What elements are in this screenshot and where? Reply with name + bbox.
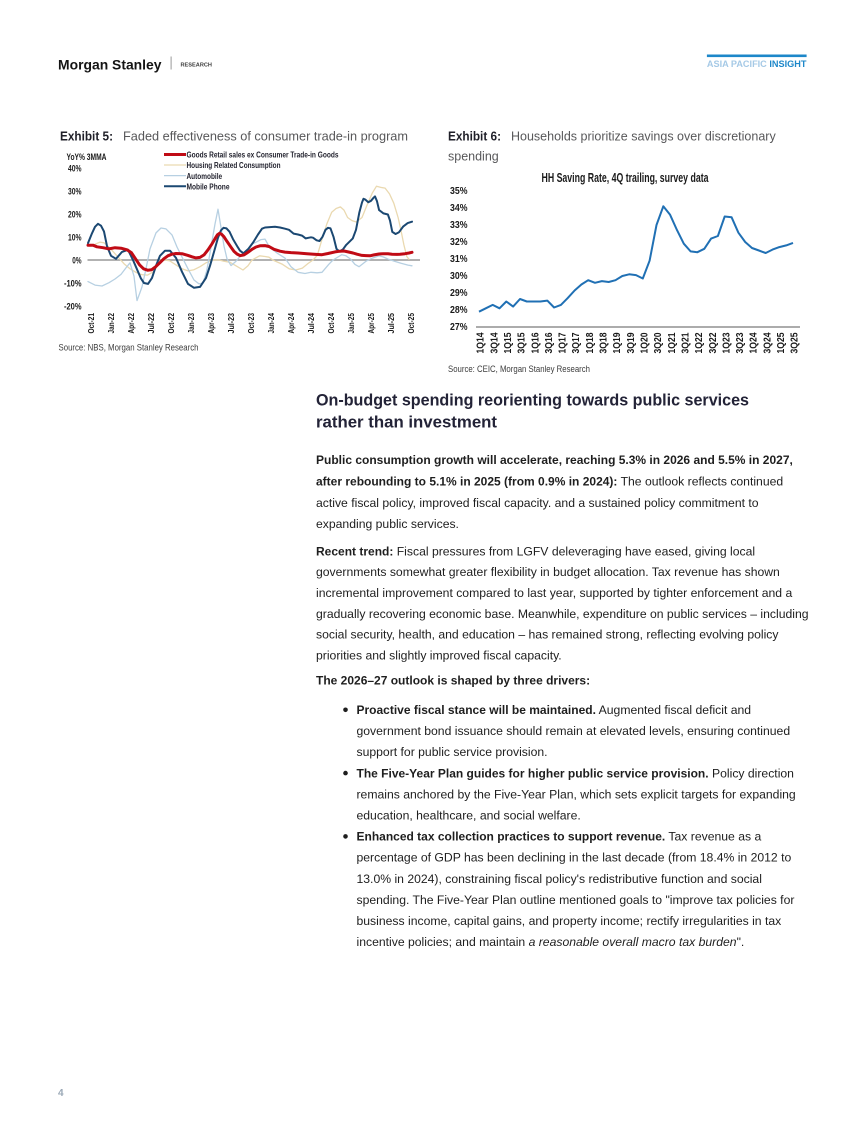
svg-text:3Q17: 3Q17: [571, 332, 582, 353]
svg-text:10%: 10%: [68, 232, 82, 242]
svg-text:Jul-24: Jul-24: [307, 313, 316, 334]
svg-text:Jul-25: Jul-25: [387, 313, 396, 334]
svg-text:Source: CEIC, Morgan Stanley R: Source: CEIC, Morgan Stanley Research: [448, 364, 590, 374]
svg-text:government bond issuance shoul: government bond issuance should remain a…: [357, 724, 791, 738]
svg-text:1Q20: 1Q20: [640, 332, 651, 353]
svg-text:Households prioritize savings: Households prioritize savings over discr…: [511, 129, 776, 143]
svg-text:Proactive fiscal stance will b: Proactive fiscal stance will be maintain…: [357, 703, 752, 717]
svg-text:Oct-24: Oct-24: [327, 313, 336, 334]
svg-text:33%: 33%: [450, 219, 468, 231]
svg-text:active fiscal policy, improved: active fiscal policy, improved fiscal ca…: [316, 496, 759, 510]
svg-text:ASIA PACIFIC INSIGHT: ASIA PACIFIC INSIGHT: [707, 59, 807, 69]
svg-text:support for public service pro: support for public service provision.: [357, 745, 548, 759]
svg-text:after rebounding to 5.1% in 20: after rebounding to 5.1% in 2025 (from 0…: [316, 474, 783, 488]
svg-text:rather than investment: rather than investment: [316, 413, 497, 432]
svg-text:0%: 0%: [72, 255, 81, 265]
svg-text:Faded effectiveness of consume: Faded effectiveness of consumer trade-in…: [123, 129, 408, 143]
svg-text:RESEARCH: RESEARCH: [181, 63, 213, 69]
svg-text:13.0% in 2024), constraining f: 13.0% in 2024), constraining fiscal poli…: [357, 872, 762, 886]
svg-text:incentive policies; and mainta: incentive policies; and maintain a reaso…: [357, 935, 745, 949]
svg-text:1Q25: 1Q25: [776, 332, 787, 353]
svg-text:3Q15: 3Q15: [517, 332, 528, 353]
svg-text:percentage of GDP has been dec: percentage of GDP has been declining in …: [357, 851, 792, 865]
svg-text:32%: 32%: [450, 236, 468, 248]
svg-text:3Q20: 3Q20: [653, 332, 664, 353]
svg-text:3Q25: 3Q25: [790, 332, 801, 353]
svg-text:Apr-24: Apr-24: [287, 313, 296, 334]
svg-text:30%: 30%: [450, 270, 468, 282]
svg-text:The Five-Year Plan guides for: The Five-Year Plan guides for higher pub…: [357, 766, 794, 780]
svg-text:40%: 40%: [68, 163, 82, 173]
svg-text:3Q18: 3Q18: [599, 332, 610, 353]
svg-text:-10%: -10%: [64, 278, 82, 288]
svg-text:4: 4: [58, 1088, 64, 1099]
svg-text:3Q21: 3Q21: [681, 332, 692, 353]
svg-text:On-budget spending reorienting: On-budget spending reorienting towards p…: [316, 390, 749, 409]
svg-text:Oct-25: Oct-25: [407, 313, 416, 334]
svg-text:35%: 35%: [450, 185, 468, 197]
svg-text:3Q22: 3Q22: [708, 332, 719, 353]
svg-text:business income, capital gains: business income, capital gains, and prop…: [357, 914, 782, 928]
svg-text:Apr-23: Apr-23: [207, 313, 216, 334]
svg-text:1Q24: 1Q24: [749, 332, 760, 353]
svg-text:Automobile: Automobile: [187, 172, 223, 181]
svg-text:1Q18: 1Q18: [585, 332, 596, 353]
svg-text:Oct-23: Oct-23: [247, 313, 256, 334]
svg-text:Apr-25: Apr-25: [367, 313, 376, 334]
svg-text:3Q14: 3Q14: [489, 332, 500, 353]
svg-text:1Q17: 1Q17: [558, 332, 569, 353]
svg-text:Jul-23: Jul-23: [227, 313, 236, 334]
svg-text:Apr-22: Apr-22: [127, 313, 136, 334]
svg-text:spending: spending: [448, 150, 499, 164]
svg-text:Jan-23: Jan-23: [187, 313, 196, 334]
svg-text:20%: 20%: [68, 209, 82, 219]
svg-text:1Q16: 1Q16: [530, 332, 541, 353]
svg-text:Recent trend: Fiscal pressures: Recent trend: Fiscal pressures from LGFV…: [316, 544, 755, 558]
svg-text:31%: 31%: [450, 253, 468, 265]
svg-text:incremental improvement compar: incremental improvement compared to last…: [316, 586, 792, 600]
svg-text:Jul-22: Jul-22: [147, 313, 156, 334]
svg-text:3Q16: 3Q16: [544, 332, 555, 353]
svg-text:30%: 30%: [68, 186, 82, 196]
svg-text:1Q14: 1Q14: [476, 332, 487, 353]
svg-text:1Q21: 1Q21: [667, 332, 678, 353]
svg-text:28%: 28%: [450, 304, 468, 316]
svg-text:Oct-22: Oct-22: [167, 313, 176, 334]
svg-text:education, healthcare, and soc: education, healthcare, and social welfar…: [357, 809, 581, 823]
svg-text:Source: NBS, Morgan Stanley Re: Source: NBS, Morgan Stanley Research: [59, 343, 199, 353]
svg-text:remains anchored by the Five-Y: remains anchored by the Five-Year Plan, …: [357, 787, 796, 801]
svg-text:27%: 27%: [450, 321, 468, 333]
svg-text:Morgan Stanley: Morgan Stanley: [58, 58, 162, 73]
svg-text:gradually recovering economic: gradually recovering economic base. Mean…: [316, 607, 809, 621]
svg-text:-20%: -20%: [64, 301, 82, 311]
svg-text:1Q15: 1Q15: [503, 332, 514, 353]
svg-text:Public consumption growth will: Public consumption growth will accelerat…: [316, 453, 793, 467]
svg-text:YoY% 3MMA: YoY% 3MMA: [67, 152, 107, 162]
svg-text:social security, health, and e: social security, health, and education –…: [316, 628, 779, 642]
svg-text:1Q22: 1Q22: [694, 332, 705, 353]
svg-text:3Q24: 3Q24: [762, 332, 773, 353]
svg-text:HH Saving Rate, 4Q trailing, s: HH Saving Rate, 4Q trailing, survey data: [542, 170, 709, 185]
svg-text:expanding public services.: expanding public services.: [316, 517, 459, 531]
svg-text:1Q23: 1Q23: [721, 332, 732, 353]
svg-text:3Q23: 3Q23: [735, 332, 746, 353]
svg-text:Housing Related Consumption: Housing Related Consumption: [187, 161, 281, 170]
svg-text:governments somewhat greater f: governments somewhat greater flexibility…: [316, 565, 780, 579]
svg-text:Jan-22: Jan-22: [107, 313, 116, 334]
svg-text:1Q19: 1Q19: [612, 332, 623, 353]
svg-text:Mobile Phone: Mobile Phone: [187, 182, 231, 191]
svg-text:Jan-25: Jan-25: [347, 313, 356, 334]
svg-text:Oct-21: Oct-21: [87, 313, 96, 334]
svg-text:29%: 29%: [450, 287, 468, 299]
svg-text:Goods Retail sales ex Consumer: Goods Retail sales ex Consumer Trade-in …: [187, 151, 340, 160]
svg-text:3Q19: 3Q19: [626, 332, 637, 353]
svg-text:Exhibit 5:: Exhibit 5:: [60, 129, 113, 143]
svg-text:The 2026–27 outlook is shaped: The 2026–27 outlook is shaped by three d…: [316, 674, 590, 688]
svg-text:Exhibit 6:: Exhibit 6:: [448, 129, 501, 143]
svg-text:spending. The Five-Year Plan o: spending. The Five-Year Plan outline men…: [357, 893, 795, 907]
svg-text:priorities and slightly improv: priorities and slightly improved fiscal …: [316, 648, 562, 662]
svg-text:Jan-24: Jan-24: [267, 313, 276, 334]
svg-text:Enhanced tax collection practi: Enhanced tax collection practices to sup…: [357, 830, 762, 844]
svg-text:34%: 34%: [450, 202, 468, 214]
